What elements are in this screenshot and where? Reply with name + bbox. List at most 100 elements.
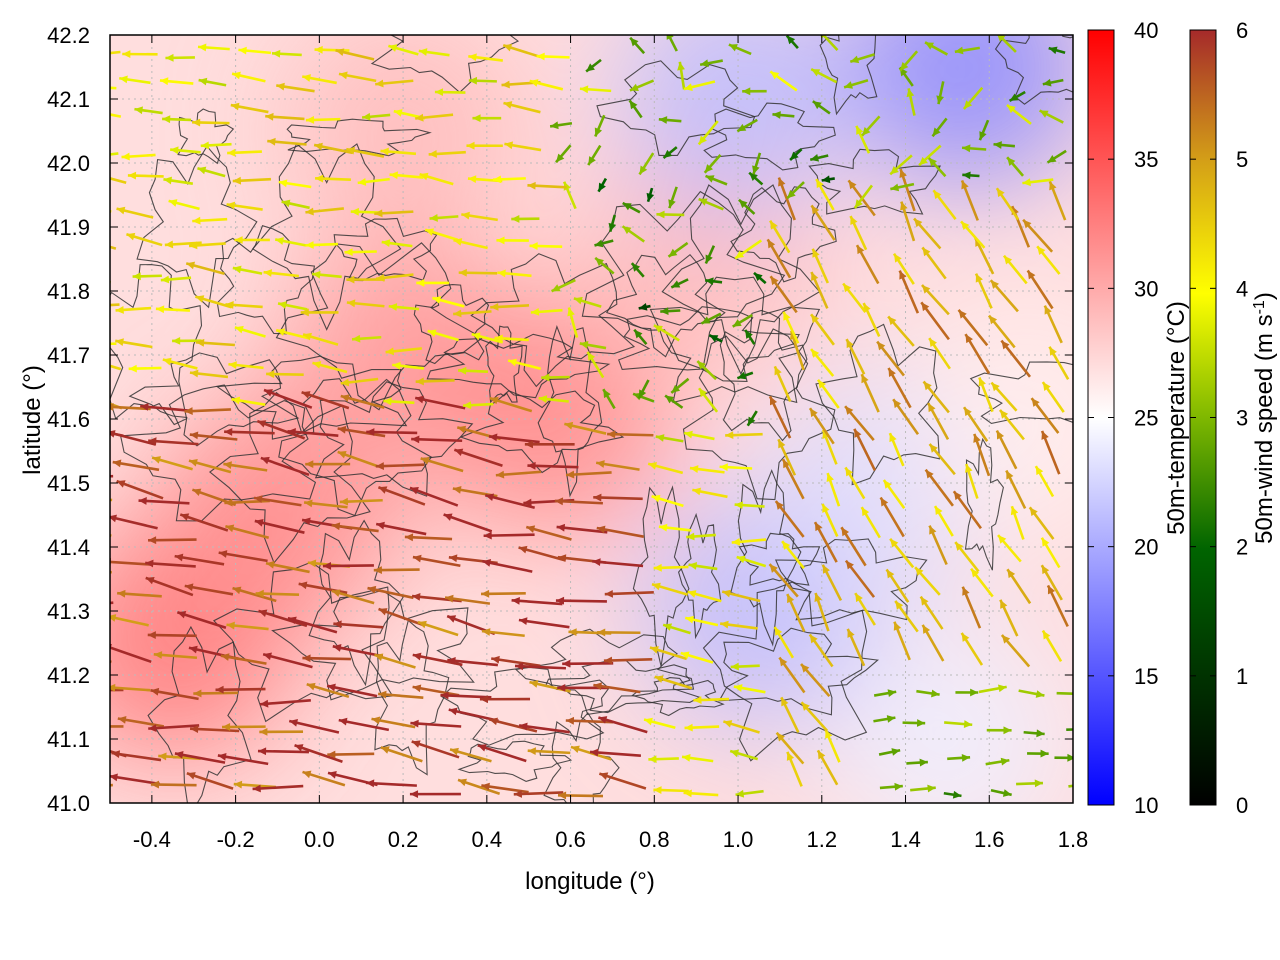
wind-vector-head: [928, 157, 937, 167]
wind-vector-head: [818, 379, 826, 389]
y-tick-label-9: 41.9: [47, 215, 90, 240]
wind-vector-shaft: [514, 664, 566, 670]
wind-vector-240: [303, 499, 348, 509]
wind-vector-289: [189, 431, 238, 441]
wind-vector-shaft: [375, 522, 427, 536]
wind-vector-519: [1022, 178, 1054, 187]
wind-vector-head: [153, 651, 163, 659]
wind-vector-317: [263, 388, 313, 409]
wind-vector-342: [228, 361, 264, 370]
wind-vector-127: [960, 632, 984, 666]
wind-vector-head: [668, 248, 678, 257]
wind-vector-head: [78, 202, 87, 210]
wind-vector-head: [160, 275, 170, 284]
wind-vector-head: [501, 80, 510, 89]
wind-vector-571: [1039, 109, 1064, 124]
wind-vector-head: [854, 199, 863, 209]
wind-vector-85: [326, 683, 378, 698]
wind-vector-head: [781, 697, 789, 707]
wind-vector-head: [890, 166, 899, 175]
wind-vector-head: [472, 114, 481, 123]
wind-vector-202: [840, 526, 867, 567]
wind-vector-shaft: [447, 658, 499, 667]
wind-vector-310: [998, 409, 1025, 441]
wind-vector-head: [305, 460, 314, 469]
wind-vector-154: [999, 599, 1019, 637]
wind-vector-362: [1000, 339, 1032, 378]
wind-vector-head: [567, 307, 575, 317]
wind-vector-head: [722, 589, 732, 598]
wind-vector-516: [927, 156, 947, 178]
wind-vector-head: [936, 95, 944, 105]
y-tick-label-7: 41.7: [47, 343, 90, 368]
wind-vector-head: [234, 236, 243, 244]
wind-vector-231: [952, 490, 982, 530]
wind-vector-head: [608, 222, 617, 232]
wind-vector-197: [653, 563, 689, 572]
wind-vector-96: [778, 656, 806, 694]
wind-vector-436: [855, 244, 880, 285]
wind-vector-99: [916, 689, 940, 698]
wind-vector-132: [147, 631, 197, 640]
wind-vector-head: [488, 433, 498, 442]
wind-vector-head: [127, 171, 137, 180]
wind-vector-134: [226, 621, 269, 631]
wind-vector-head: [362, 112, 371, 121]
wind-vector-616: [785, 35, 799, 49]
wind-vector-191: [412, 554, 461, 568]
wind-vector-head: [899, 169, 907, 179]
wind-vector-head: [305, 207, 314, 216]
wind-vector-530: [466, 141, 503, 150]
wind-vector-head: [770, 276, 779, 286]
wind-vector-head: [404, 533, 414, 542]
wind-vector-569: [978, 119, 990, 141]
wind-vector-head: [854, 428, 862, 438]
wind-vector-head: [821, 175, 831, 184]
wind-vector-460: [769, 220, 791, 254]
wind-vector-head: [915, 567, 924, 576]
wind-vector-18: [786, 751, 803, 787]
wind-vector-268: [375, 462, 425, 470]
wind-vector-head: [749, 172, 758, 182]
wind-vector-head: [145, 576, 155, 585]
wind-vector-head: [503, 101, 513, 109]
wind-vector-head: [1049, 346, 1057, 356]
wind-vector-head: [996, 430, 1005, 440]
wind-vector-5: [252, 784, 304, 793]
wind-vector-128: [1000, 634, 1031, 668]
wind-vector-300: [607, 430, 654, 439]
wind-vector-265: [260, 456, 310, 477]
wind-vector-head: [730, 662, 739, 671]
wind-vector-head: [671, 280, 681, 288]
wind-vector-head: [112, 459, 122, 468]
wind-vector-head: [557, 683, 566, 692]
wind-vector-head: [725, 431, 734, 440]
wind-vector-head: [1001, 634, 1011, 644]
wind-vector-330: [773, 365, 792, 402]
wind-vector-head: [899, 270, 907, 280]
wind-vector-head: [302, 770, 312, 779]
wind-vector-552: [305, 116, 341, 124]
contour-19: [459, 390, 625, 474]
wind-vector-shaft: [258, 609, 308, 628]
wind-vector-head: [503, 43, 513, 52]
wind-vector-16: [683, 789, 719, 798]
wind-vector-560: [628, 99, 643, 119]
wind-vector-291: [256, 419, 306, 440]
wind-vector-541: [889, 154, 913, 176]
wind-vector-head: [1027, 270, 1036, 280]
wind-vector-head: [629, 83, 639, 91]
wind-vector-head: [653, 563, 662, 572]
wind-vector-head: [965, 463, 973, 473]
contour-9: [969, 361, 1073, 424]
wind-vector-570: [1006, 103, 1032, 125]
wind-vector-542: [918, 144, 942, 167]
wind-vector-28: [158, 752, 201, 761]
x-tick-label-0: -0.4: [133, 827, 171, 852]
wind-vector-head: [192, 118, 201, 127]
wind-vector-head: [1029, 507, 1038, 517]
wind-vector-head: [110, 683, 116, 692]
wind-vector-217: [404, 533, 453, 542]
wind-vector-head: [121, 152, 130, 161]
wind-vector-492: [995, 187, 1020, 221]
